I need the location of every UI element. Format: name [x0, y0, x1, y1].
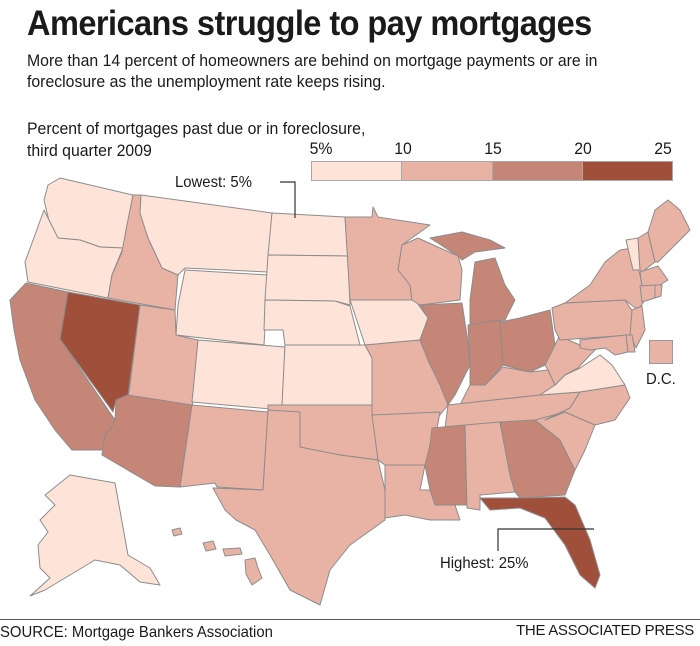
state-MI	[429, 231, 516, 326]
state-KS	[281, 344, 373, 406]
legend-bar	[311, 161, 673, 181]
subheadline: More than 14 percent of homeowners are b…	[27, 51, 598, 91]
state-CO	[191, 339, 286, 411]
headline: Americans struggle to pay mortgages	[27, 4, 592, 43]
state-NE	[263, 299, 361, 346]
legend-tick: 15	[484, 139, 502, 158]
state-TX	[212, 409, 386, 606]
state-MS	[424, 424, 468, 506]
state-MT	[139, 194, 273, 276]
state-NH	[637, 231, 656, 273]
lowest-label: Lowest: 5%	[175, 174, 252, 191]
map-title-line2: third quarter 2009	[27, 141, 152, 160]
state-AK	[29, 474, 161, 597]
state-SD	[264, 254, 351, 306]
legend-swatch-bin1	[312, 162, 403, 180]
state-LA	[384, 464, 461, 521]
state-WI	[397, 237, 463, 306]
dc-swatch	[649, 340, 673, 364]
us-choropleth-map	[9, 177, 691, 606]
lowest-leader-line	[280, 181, 296, 218]
map-title-line1: Percent of mortgages past due or in fore…	[27, 119, 366, 138]
color-legend: 5% 10 15 20 25	[309, 139, 673, 181]
state-NM	[179, 404, 269, 491]
legend-swatch-bin2	[402, 162, 493, 180]
source-credit: SOURCE: Mortgage Bankers Association	[0, 624, 273, 641]
state-WY	[175, 269, 269, 346]
publisher-credit: THE ASSOCIATED PRESS	[516, 622, 694, 639]
state-MD	[579, 334, 629, 356]
state-CT	[639, 284, 656, 303]
legend-tick: 20	[574, 139, 592, 158]
state-MA	[639, 265, 669, 287]
legend-tick: 5%	[309, 139, 333, 158]
legend-ticks: 5% 10 15 20 25	[309, 139, 673, 161]
legend-swatch-bin4	[582, 162, 672, 180]
legend-tick: 10	[394, 139, 412, 158]
state-ME	[647, 199, 691, 263]
state-NJ	[629, 305, 646, 349]
state-IA	[349, 299, 429, 346]
state-FL	[479, 496, 601, 589]
highest-leader-line	[497, 528, 594, 551]
dc-label: D.C.	[646, 371, 676, 388]
footer-divider	[0, 619, 700, 620]
legend-swatch-bin3	[492, 162, 583, 180]
state-PA	[551, 299, 636, 341]
map-title: Percent of mortgages past due or in fore…	[27, 118, 365, 162]
highest-label: Highest: 25%	[440, 555, 529, 572]
legend-tick: 25	[654, 139, 672, 158]
state-AZ	[101, 394, 193, 488]
state-RI	[654, 284, 663, 299]
state-HI	[171, 527, 263, 586]
state-NC	[544, 384, 631, 426]
